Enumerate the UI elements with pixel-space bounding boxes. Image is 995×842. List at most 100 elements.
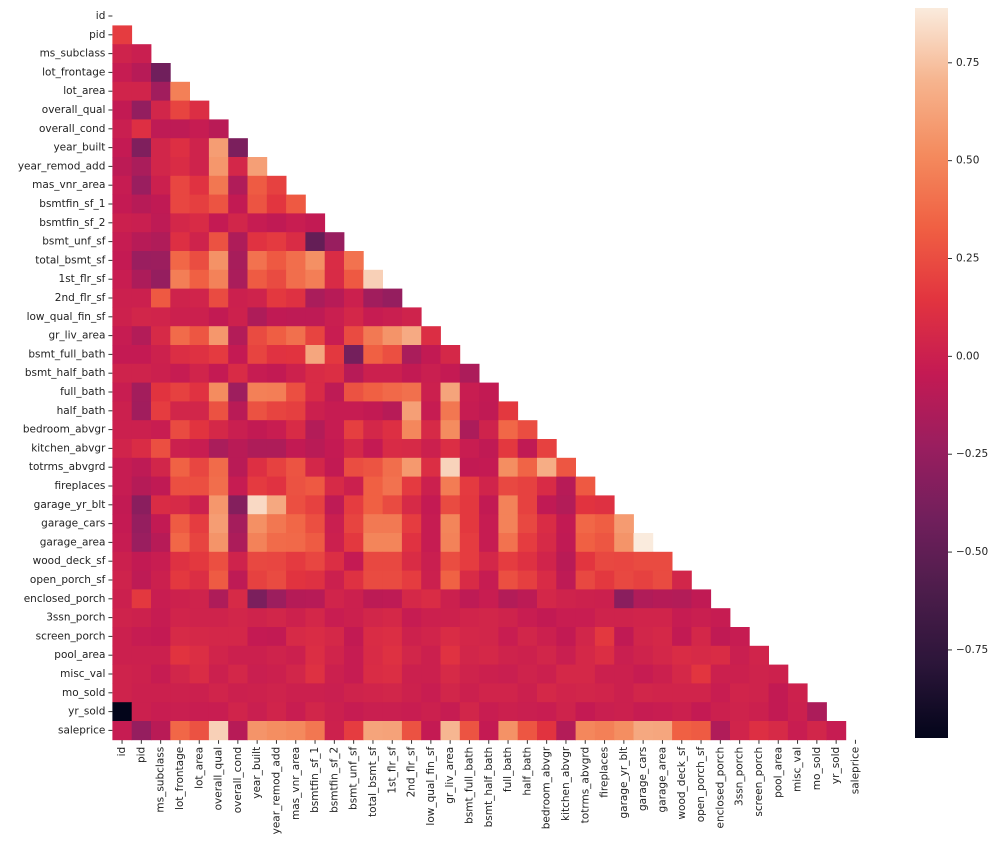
heatmap-cell	[324, 664, 345, 684]
heatmap-cell	[170, 363, 190, 383]
heatmap-cell	[151, 702, 171, 722]
heatmap-cell	[401, 420, 422, 440]
heatmap-cell	[594, 627, 615, 647]
x-tick-label: year_remod_add	[270, 747, 282, 835]
y-tick-label: id	[96, 10, 106, 22]
heatmap-cell	[228, 175, 248, 195]
heatmap-cell	[594, 514, 615, 534]
colorbar-tick-label: −0.25	[956, 448, 988, 460]
heatmap-cell	[440, 514, 461, 534]
heatmap-cell	[382, 683, 403, 703]
heatmap-cell	[189, 382, 210, 402]
heatmap-cell	[401, 570, 422, 590]
heatmap-cell	[131, 457, 152, 477]
heatmap-cell	[170, 138, 190, 158]
heatmap-cell	[266, 213, 287, 233]
heatmap-cell	[189, 645, 210, 665]
heatmap-cell	[286, 457, 306, 477]
heatmap-cell	[324, 457, 345, 477]
heatmap-cell	[498, 420, 519, 440]
heatmap-cell	[324, 401, 345, 421]
heatmap-cell	[131, 627, 152, 647]
heatmap-cell	[131, 570, 152, 590]
heatmap-cell	[189, 721, 210, 741]
heatmap-cell	[131, 721, 152, 741]
heatmap-cell	[266, 288, 287, 308]
heatmap-cell	[170, 382, 190, 402]
heatmap-cell	[112, 326, 133, 346]
heatmap-cell	[710, 721, 731, 741]
heatmap-cell	[517, 514, 538, 534]
heatmap-cell	[730, 664, 750, 684]
heatmap-cell	[151, 269, 171, 289]
x-tick-label: bsmt_full_bath	[463, 747, 475, 824]
heatmap-cell	[228, 288, 248, 308]
y-tick-label: wood_deck_sf	[33, 555, 106, 567]
heatmap-cell	[151, 63, 171, 83]
heatmap-cell	[247, 175, 268, 195]
heatmap-cell	[247, 251, 268, 271]
heatmap-cell	[208, 721, 229, 741]
heatmap-cell	[170, 213, 190, 233]
heatmap-cell	[228, 514, 248, 534]
heatmap-cell	[710, 645, 731, 665]
heatmap-cell	[517, 664, 538, 684]
heatmap-cell	[189, 495, 210, 515]
heatmap-cell	[112, 363, 133, 383]
heatmap-cell	[344, 269, 364, 289]
heatmap-cell	[247, 551, 268, 571]
y-tick-label: lot_frontage	[42, 66, 105, 78]
heatmap-cell	[324, 439, 345, 459]
heatmap-cell	[151, 307, 171, 327]
heatmap-cell	[151, 119, 171, 139]
heatmap-cell	[131, 194, 152, 214]
heatmap-cell	[459, 476, 480, 496]
heatmap-cell	[459, 683, 480, 703]
heatmap-cell	[112, 420, 133, 440]
x-tick-label: yr_sold	[830, 747, 842, 784]
heatmap-cell	[730, 627, 750, 647]
heatmap-cell	[305, 401, 326, 421]
y-tick-label: pool_area	[54, 649, 105, 661]
heatmap-cell	[440, 551, 461, 571]
heatmap-cell	[208, 269, 229, 289]
heatmap-cell	[131, 100, 152, 120]
heatmap-cell	[228, 457, 248, 477]
heatmap-cell	[228, 401, 248, 421]
x-tick-label: total_bsmt_sf	[367, 747, 379, 817]
heatmap-cell	[324, 476, 345, 496]
heatmap-cell	[440, 363, 461, 383]
heatmap-cell	[710, 683, 731, 703]
heatmap-cell	[363, 683, 383, 703]
heatmap-cell	[324, 363, 345, 383]
heatmap-cell	[170, 551, 190, 571]
heatmap-cell	[266, 232, 287, 252]
heatmap-cell	[459, 589, 480, 609]
heatmap-cell	[537, 683, 557, 703]
heatmap-cell	[208, 119, 229, 139]
heatmap-cell	[594, 721, 615, 741]
heatmap-cell	[112, 570, 133, 590]
heatmap-cell	[537, 721, 557, 741]
heatmap-cell	[112, 269, 133, 289]
heatmap-cell	[479, 683, 499, 703]
heatmap-cell	[151, 363, 171, 383]
heatmap-cell	[189, 138, 210, 158]
heatmap-cell	[363, 645, 383, 665]
heatmap-cell	[614, 721, 634, 741]
heatmap-cell	[266, 326, 287, 346]
heatmap-cell	[344, 307, 364, 327]
heatmap-cell	[131, 138, 152, 158]
heatmap-cell	[730, 645, 750, 665]
heatmap-cell	[286, 363, 306, 383]
heatmap-cell	[479, 627, 499, 647]
heatmap-cell	[266, 721, 287, 741]
y-tick-label: bsmt_full_bath	[28, 348, 105, 360]
heatmap-cell	[363, 495, 383, 515]
heatmap-cell	[344, 401, 364, 421]
heatmap-cell	[556, 721, 576, 741]
heatmap-cell	[247, 702, 268, 722]
y-tick-label: mo_sold	[62, 687, 105, 699]
heatmap-cell	[208, 401, 229, 421]
